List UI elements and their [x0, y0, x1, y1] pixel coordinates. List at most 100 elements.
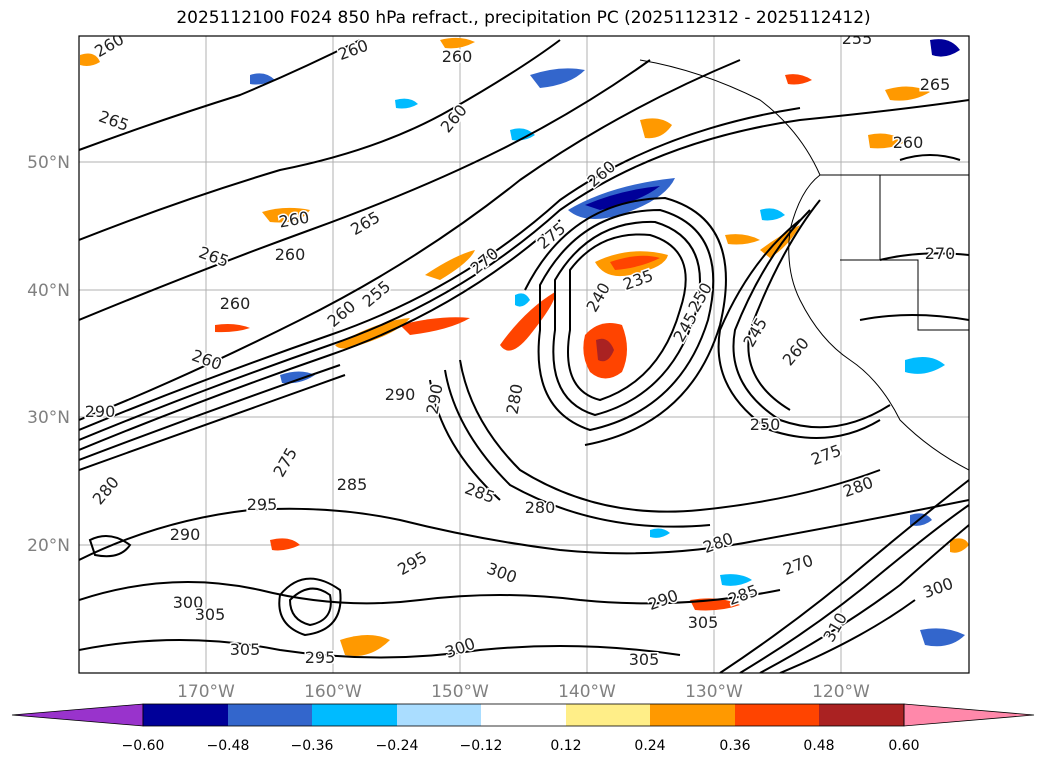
contour-label: 260 [893, 133, 924, 152]
refractivity-contours [79, 39, 969, 673]
contour-line [759, 524, 969, 673]
contour-line [879, 252, 969, 261]
precip-patch [650, 528, 670, 538]
precip-patch [720, 574, 752, 586]
contour-label: 280 [525, 498, 556, 517]
colorbar-tick-label: −0.36 [291, 738, 334, 754]
contour-label: 305 [195, 605, 226, 624]
colorbar-tick-label: 0.36 [719, 738, 750, 754]
contour-label: 250 [750, 415, 781, 434]
contour-line [717, 219, 881, 439]
contour-label: 305 [688, 613, 719, 632]
contour-label: 305 [230, 640, 261, 659]
precip-patch [510, 128, 535, 141]
precip-patch [515, 293, 530, 307]
precip-patch [80, 53, 100, 66]
contour-line [79, 581, 781, 605]
contour-line [444, 369, 711, 528]
lat-label-20n: 20°N [27, 536, 70, 556]
colorbar-tick-label: 0.60 [888, 738, 919, 754]
contour-line [429, 379, 501, 501]
colorbar-segment [481, 704, 566, 726]
colorbar-tick-label: −0.60 [122, 738, 165, 754]
colorbar-segment [650, 704, 735, 726]
colorbar: −0.60 −0.48 −0.36 −0.24 −0.12 0.12 0.24 … [11, 703, 1035, 754]
contour-label: 290 [170, 525, 201, 544]
precip-patch [596, 338, 614, 362]
contour-line [88, 535, 132, 558]
contour-label: 285 [337, 475, 368, 494]
precip-patch [585, 186, 660, 210]
colorbar-segment [312, 704, 397, 726]
precip-patch [335, 318, 410, 349]
colorbar-tick-label: −0.48 [207, 738, 250, 754]
contour-line [552, 220, 701, 417]
contour-label: 260 [277, 208, 310, 232]
precip-patch [400, 317, 470, 335]
colorbar-tick-label: 0.24 [634, 738, 665, 754]
border-line [879, 175, 969, 331]
lon-label-130w: 130°W [685, 682, 743, 702]
colorbar-segment [397, 704, 481, 726]
precip-patch [640, 118, 672, 139]
lat-label-40n: 40°N [27, 281, 70, 301]
colorbar-segment [228, 704, 312, 726]
contour-label: 255 [842, 29, 873, 48]
precip-patch [610, 255, 660, 270]
map-title: 2025112100 F024 850 hPa refract., precip… [176, 8, 871, 28]
lon-label-150w: 150°W [431, 682, 489, 702]
contour-line [739, 504, 969, 673]
precip-patch [340, 635, 390, 656]
contour-line [79, 364, 341, 461]
contour-label: 290 [85, 402, 116, 421]
precip-patch [785, 74, 812, 85]
precip-patch [930, 39, 960, 57]
contour-label: 260 [275, 245, 306, 264]
lon-label-160w: 160°W [304, 682, 362, 702]
contour-line [567, 233, 687, 402]
contour-line [79, 374, 346, 471]
precip-patch [440, 37, 475, 49]
colorbar-extend-high [903, 703, 1035, 727]
contour-line [288, 587, 332, 627]
precip-patch [500, 292, 556, 351]
contour-label: 305 [629, 650, 660, 669]
contour-line [779, 599, 916, 673]
precip-patch [905, 356, 945, 374]
colorbar-tick-label: −0.12 [460, 738, 503, 754]
contour-line [278, 577, 342, 637]
contour-label: 300 [173, 593, 204, 612]
colorbar-segment [566, 704, 650, 726]
precip-positive [80, 37, 969, 656]
contour-label: 265 [920, 75, 951, 94]
contour-line [899, 154, 961, 161]
colorbar-outline [142, 703, 905, 727]
colorbar-tick-label: 0.12 [550, 738, 581, 754]
precip-patch [395, 98, 418, 109]
precip-negative [250, 39, 965, 647]
contour-line [79, 39, 561, 241]
contour-line [79, 499, 969, 561]
contour-line [537, 208, 715, 432]
colorbar-tick-label: −0.24 [376, 738, 419, 754]
contour-line [747, 199, 821, 411]
precip-patch [262, 207, 310, 223]
contour-line [732, 209, 891, 429]
coastline [639, 59, 821, 176]
precip-patch [760, 208, 785, 221]
coastline [788, 174, 969, 471]
contour-line [79, 59, 741, 421]
coastlines [639, 59, 969, 471]
contour-line [719, 479, 969, 673]
map-border [78, 35, 970, 674]
precip-patch [920, 628, 965, 647]
contour-label: 260 [442, 47, 473, 66]
colorbar-ticks: −0.60 −0.48 −0.36 −0.24 −0.12 0.12 0.24 … [122, 738, 920, 754]
contour-line [79, 219, 561, 451]
contour-line [79, 107, 801, 431]
precip-patch [885, 86, 930, 101]
lon-labels: 170°W 160°W 150°W 140°W 130°W 120°W [177, 682, 870, 702]
colorbar-segment [735, 704, 819, 726]
